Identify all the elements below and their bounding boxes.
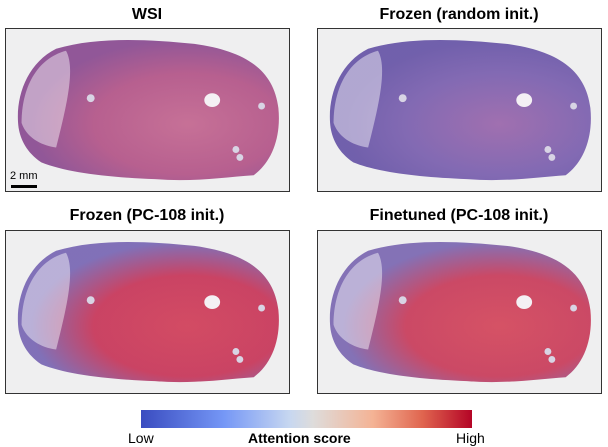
panel-title-frozen-random: Frozen (random init.) (379, 6, 539, 23)
vessel-hole (516, 93, 533, 108)
finetuned-pc108-panel (317, 230, 602, 394)
panel-title-finetuned-pc108: Finetuned (PC-108 init.) (369, 207, 549, 224)
panel-title-wsi: WSI (131, 6, 163, 23)
frozen-pc108-panel (5, 230, 290, 394)
scale-bar (11, 185, 37, 188)
colorbar-title: Attention score (248, 430, 351, 446)
sparse-tissue-region (21, 252, 71, 350)
vessel-hole (204, 93, 221, 108)
scale-bar-label: 2 mm (10, 170, 38, 182)
sparse-tissue-region (21, 50, 71, 148)
wsi-panel (5, 28, 290, 192)
vessel-hole (204, 295, 221, 310)
attention-colorbar (141, 410, 472, 428)
colorbar-high-label: High (456, 430, 485, 446)
tissue-section (17, 241, 279, 383)
panel-title-frozen-pc108: Frozen (PC-108 init.) (69, 207, 225, 224)
vessel-hole (516, 295, 533, 310)
tissue-section (329, 39, 591, 181)
frozen-random-panel (317, 28, 602, 192)
sparse-tissue-region (333, 50, 383, 148)
tissue-section (17, 39, 279, 181)
colorbar-low-label: Low (128, 430, 154, 446)
sparse-tissue-region (333, 252, 383, 350)
tissue-section (329, 241, 591, 383)
